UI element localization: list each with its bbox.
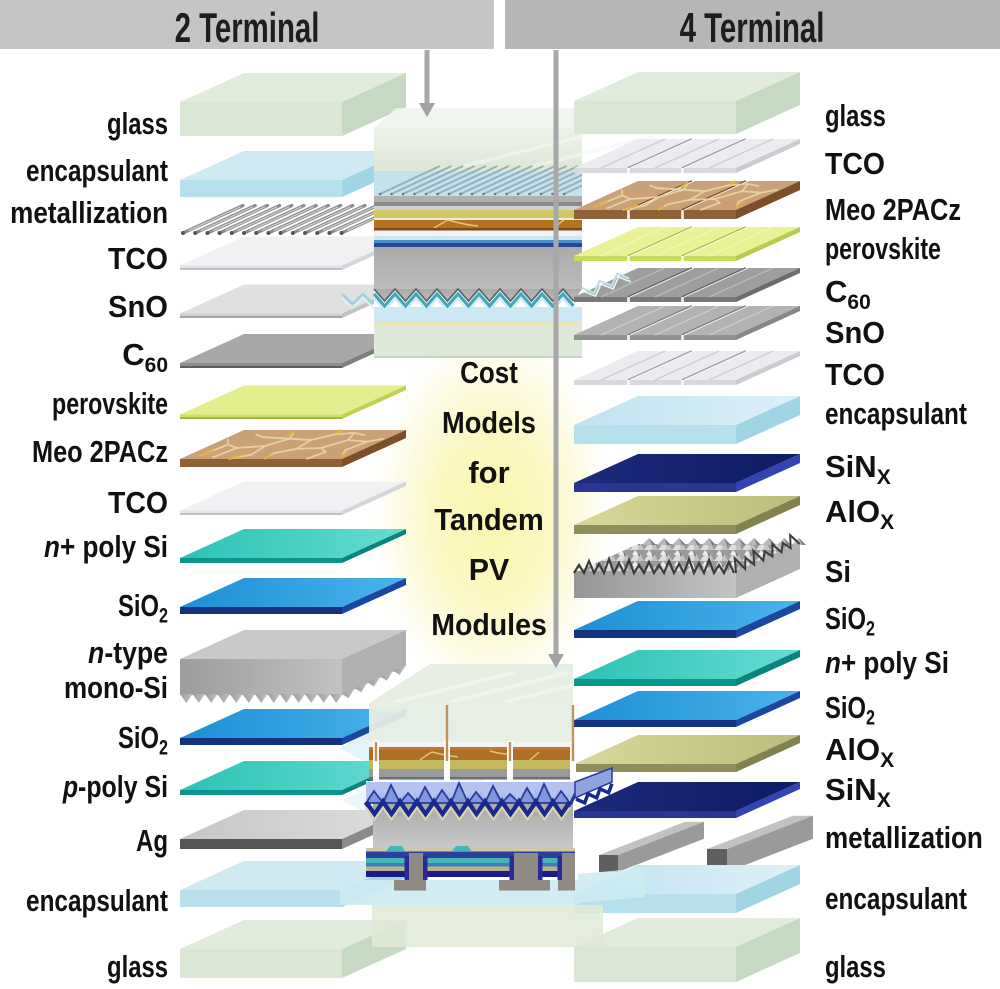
svg-text:mono-Si: mono-Si (64, 671, 168, 706)
svg-text:Meo 2PACz: Meo 2PACz (32, 434, 168, 469)
svg-text:Meo 2PACz: Meo 2PACz (825, 192, 961, 227)
svg-text:AlOX: AlOX (825, 494, 894, 534)
svg-text:Tandem: Tandem (434, 503, 544, 537)
svg-text:4 Terminal: 4 Terminal (680, 4, 825, 52)
svg-text:p-poly Si: p-poly Si (62, 769, 168, 803)
svg-text:TCO: TCO (825, 358, 885, 392)
svg-text:perovskite: perovskite (825, 231, 941, 266)
svg-text:metallization: metallization (10, 196, 168, 231)
svg-text:glass: glass (107, 106, 168, 141)
svg-text:TCO: TCO (108, 486, 168, 520)
svg-text:encapsulant: encapsulant (825, 396, 967, 430)
svg-text:n-type: n-type (88, 636, 168, 670)
svg-text:Cost: Cost (460, 356, 518, 391)
svg-text:Modules: Modules (431, 608, 547, 642)
svg-text:metallization: metallization (825, 821, 983, 856)
svg-text:glass: glass (825, 98, 886, 133)
svg-text:for: for (468, 455, 509, 490)
svg-text:encapsulant: encapsulant (26, 883, 168, 917)
svg-text:encapsulant: encapsulant (26, 153, 168, 187)
svg-text:TCO: TCO (108, 242, 168, 276)
svg-text:n+ poly Si: n+ poly Si (825, 646, 949, 681)
svg-text:Models: Models (442, 406, 536, 440)
svg-text:2 Terminal: 2 Terminal (175, 4, 320, 52)
svg-text:perovskite: perovskite (52, 386, 168, 421)
svg-text:n+ poly Si: n+ poly Si (44, 530, 168, 565)
svg-text:SnO: SnO (108, 290, 168, 324)
svg-text:encapsulant: encapsulant (825, 881, 967, 915)
svg-text:TCO: TCO (825, 147, 885, 181)
svg-text:SnO: SnO (825, 316, 885, 350)
svg-text:Si: Si (825, 554, 851, 589)
svg-text:SiNX: SiNX (825, 772, 891, 812)
svg-text:PV: PV (469, 552, 510, 587)
svg-text:Ag: Ag (136, 823, 168, 858)
svg-text:glass: glass (825, 949, 886, 984)
svg-text:glass: glass (107, 949, 168, 984)
